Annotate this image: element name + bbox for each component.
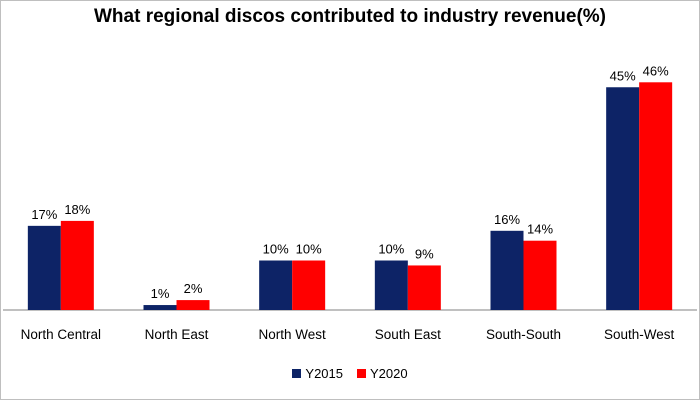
data-label: 10% [263, 242, 289, 257]
bar-y2015-north-west [259, 260, 293, 310]
chart-title: What regional discos contributed to indu… [94, 6, 606, 27]
bar-y2015-south-south [490, 230, 524, 310]
x-tick-label: North West [259, 327, 327, 342]
legend-item-y2015: Y2015 [292, 366, 343, 381]
bar-y2015-north-east [143, 305, 177, 310]
bar-y2020-south-south [523, 240, 557, 310]
legend-swatch-y2015 [292, 369, 302, 378]
data-label: 46% [643, 63, 669, 78]
data-label: 45% [610, 68, 636, 83]
data-label: 14% [527, 222, 553, 237]
data-label: 10% [378, 242, 404, 257]
legend-item-y2020: Y2020 [357, 366, 408, 381]
legend-label-y2020: Y2020 [370, 366, 408, 381]
legend: Y2015 Y2020 [0, 366, 700, 381]
bar-y2015-south-west [606, 87, 640, 310]
x-tick-label: South-West [604, 327, 675, 342]
x-tick-label: South-South [486, 327, 561, 342]
data-label: 2% [184, 281, 203, 296]
bar-y2020-north-east [176, 300, 210, 310]
bar-y2020-north-central [60, 220, 94, 310]
x-tick-label: South East [375, 327, 441, 342]
data-label: 18% [64, 202, 90, 217]
bar-y2015-north-central [27, 225, 61, 310]
data-label: 1% [151, 286, 170, 301]
legend-swatch-y2020 [357, 369, 366, 378]
data-label: 17% [31, 207, 57, 222]
bar-y2015-south-east [374, 260, 408, 310]
data-label: 16% [494, 212, 520, 227]
x-tick-label: North East [145, 327, 209, 342]
data-label: 9% [415, 246, 434, 261]
data-label: 10% [296, 242, 322, 257]
legend-label-y2015: Y2015 [305, 366, 343, 381]
bar-y2020-north-west [292, 260, 326, 310]
bar-y2020-south-east [407, 265, 441, 310]
bar-y2020-south-west [639, 82, 673, 310]
x-tick-label: North Central [21, 327, 101, 342]
